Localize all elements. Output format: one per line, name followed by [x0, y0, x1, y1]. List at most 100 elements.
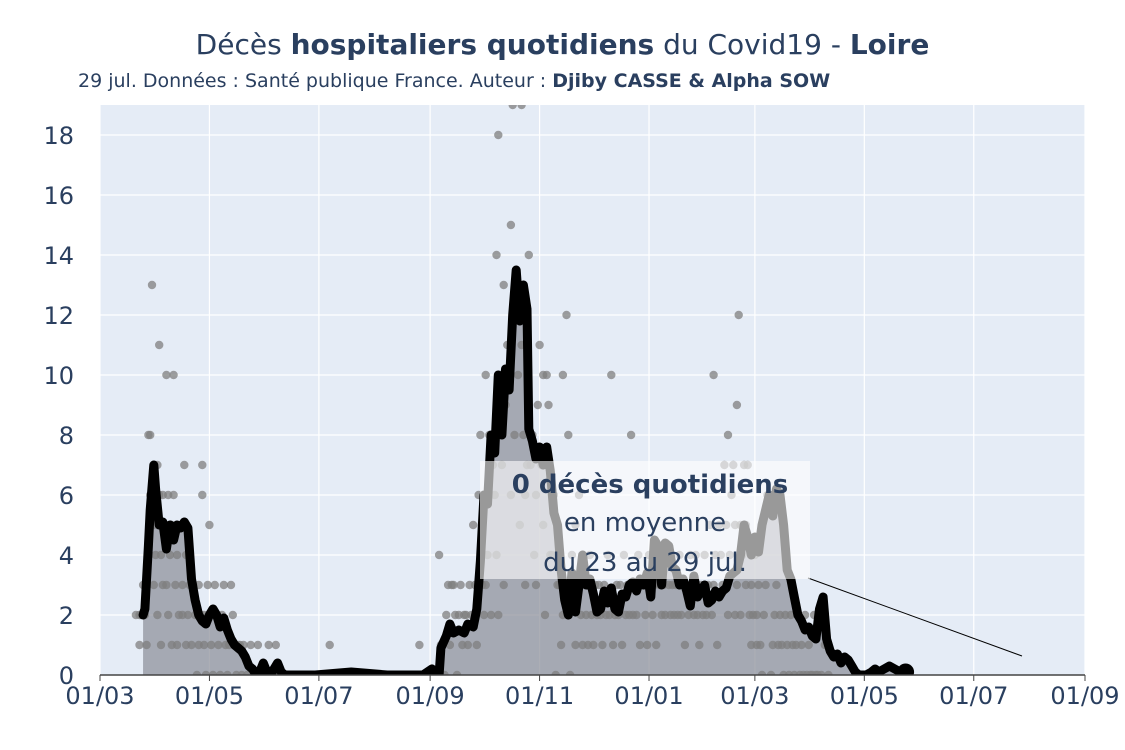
daily-death-point — [680, 640, 690, 650]
x-tick-label: 01/03 — [720, 682, 789, 710]
daily-death-point — [180, 460, 189, 470]
daily-death-point — [695, 640, 704, 650]
daily-death-point — [156, 550, 166, 560]
x-tick-label: 01/01 — [614, 682, 683, 710]
daily-death-point — [486, 610, 496, 620]
daily-death-point — [652, 640, 661, 650]
daily-death-point — [513, 370, 523, 380]
y-tick-label: 6 — [59, 482, 74, 510]
daily-death-point — [199, 640, 209, 650]
daily-death-point — [598, 640, 607, 650]
daily-death-point — [246, 640, 255, 650]
daily-death-point — [562, 310, 571, 320]
daily-death-point — [142, 640, 151, 650]
x-axis-tick-labels: 01/03 01/05 01/07 01/09 01/11 01/01 01/03 01/05… — [65, 682, 1119, 710]
daily-death-point — [648, 610, 657, 620]
title-prefix: Décès — [195, 28, 291, 61]
daily-death-point — [456, 580, 465, 590]
daily-death-point — [752, 610, 761, 620]
daily-death-point — [325, 640, 334, 650]
y-tick-label: 14 — [43, 242, 74, 270]
daily-death-point — [734, 310, 743, 320]
daily-death-point — [187, 640, 196, 650]
daily-death-point — [713, 640, 722, 650]
daily-death-point — [499, 580, 508, 590]
x-tick-label: 01/05 — [830, 682, 899, 710]
daily-death-point — [499, 280, 508, 290]
daily-death-point — [210, 580, 219, 590]
daily-death-point — [264, 640, 273, 650]
daily-death-point — [469, 520, 478, 530]
x-tick-label: 01/03 — [65, 682, 134, 710]
daily-death-point — [723, 610, 733, 620]
y-tick-label: 10 — [43, 362, 74, 390]
annotation: 0 décès quotidiens en moyenne du 23 au 2… — [480, 461, 1023, 657]
daily-death-point — [524, 250, 533, 260]
daily-death-point — [178, 580, 187, 590]
daily-death-point — [216, 670, 225, 675]
daily-death-point — [149, 580, 158, 590]
daily-death-point — [207, 640, 216, 650]
daily-death-point — [635, 640, 645, 650]
daily-death-point — [508, 105, 517, 110]
daily-death-point — [494, 610, 503, 620]
daily-death-point — [757, 670, 767, 675]
title-bold-metric: hospitaliers quotidiens — [290, 28, 655, 61]
y-tick-label: 16 — [43, 182, 74, 210]
daily-death-point — [214, 640, 223, 650]
daily-death-point — [641, 610, 650, 620]
daily-death-point — [479, 610, 489, 620]
daily-death-point — [147, 280, 157, 290]
daily-death-point — [162, 580, 171, 590]
daily-death-point — [172, 640, 182, 650]
daily-death-point — [607, 370, 616, 380]
daily-death-point — [533, 400, 542, 410]
daily-death-point — [226, 580, 236, 590]
y-gridlines — [100, 134, 1085, 616]
daily-death-point — [517, 105, 526, 110]
daily-death-point — [616, 580, 625, 590]
daily-death-point — [754, 580, 763, 590]
daily-death-point — [747, 580, 756, 590]
y-axis-tick-labels: 0 2 4 6 8 10 12 14 16 18 — [43, 122, 74, 690]
x-tick-label: 01/05 — [175, 682, 244, 710]
daily-death-point — [709, 370, 718, 380]
y-tick-label: 2 — [59, 602, 74, 630]
daily-death-point — [203, 580, 212, 590]
daily-death-point — [617, 640, 627, 650]
subtitle-source: 29 jul. Données : Santé publique France.… — [78, 70, 553, 92]
daily-death-point — [476, 430, 485, 440]
daily-death-point — [415, 640, 424, 650]
daily-death-point — [135, 640, 144, 650]
daily-death-point — [219, 580, 228, 590]
daily-death-point — [192, 670, 202, 675]
daily-death-point — [761, 580, 770, 590]
daily-death-point — [452, 670, 462, 675]
daily-death-point — [797, 640, 806, 650]
daily-death-point — [772, 580, 781, 590]
daily-death-point — [153, 610, 162, 620]
y-tick-label: 18 — [43, 122, 74, 150]
daily-death-point — [571, 640, 580, 650]
annotation-line2: en moyenne — [564, 508, 726, 538]
title-middle: du Covid19 - — [654, 28, 850, 61]
title-bold-region: Loire — [849, 28, 930, 61]
x-tick-label: 01/09 — [1050, 682, 1119, 710]
latest-value-marker — [897, 663, 915, 675]
daily-death-point — [732, 400, 742, 410]
daily-death-point — [510, 430, 519, 440]
daily-death-point — [208, 670, 218, 675]
annotation-line3: du 23 au 29 jul. — [543, 548, 747, 578]
daily-death-point — [756, 640, 765, 650]
daily-death-point — [732, 580, 742, 590]
daily-death-point — [463, 640, 472, 650]
daily-death-point — [643, 640, 652, 650]
daily-death-point — [817, 670, 826, 675]
x-tick-label: 01/11 — [505, 682, 574, 710]
chart-title: Décès hospitaliers quotidiens du Covid19… — [0, 28, 1125, 61]
daily-death-point — [169, 490, 178, 500]
y-tick-label: 4 — [59, 542, 74, 570]
daily-death-point — [201, 670, 211, 675]
daily-death-point — [521, 580, 530, 590]
daily-death-point — [556, 640, 566, 650]
